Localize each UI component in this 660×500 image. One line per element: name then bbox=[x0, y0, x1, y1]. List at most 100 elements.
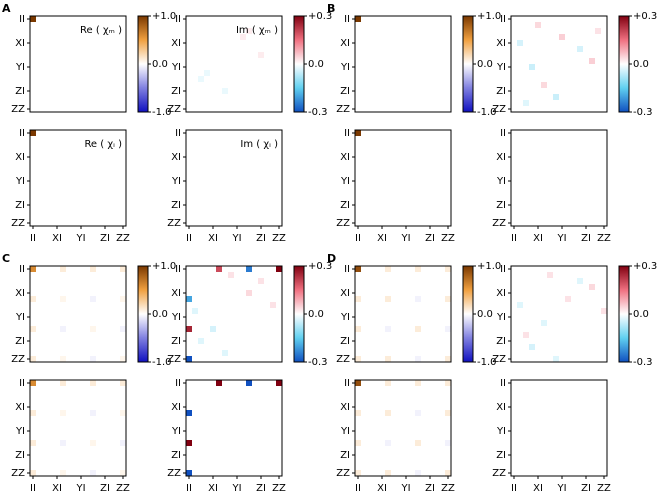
cell bbox=[276, 148, 283, 155]
cell bbox=[529, 392, 536, 399]
cell bbox=[571, 314, 578, 321]
cell bbox=[589, 356, 596, 363]
cell bbox=[409, 220, 416, 227]
x-tick-label: XI bbox=[533, 233, 543, 244]
cell bbox=[222, 410, 229, 417]
cell bbox=[529, 380, 536, 387]
cell bbox=[90, 130, 97, 137]
cell bbox=[553, 398, 560, 405]
cell bbox=[60, 440, 67, 447]
cell bbox=[445, 52, 452, 59]
cell bbox=[397, 410, 404, 417]
cell bbox=[240, 202, 247, 209]
cell bbox=[216, 308, 223, 315]
cell bbox=[415, 338, 422, 345]
cell bbox=[252, 88, 259, 95]
cell bbox=[222, 338, 229, 345]
cell bbox=[96, 296, 103, 303]
cell bbox=[535, 208, 542, 215]
cell bbox=[198, 172, 205, 179]
cell bbox=[78, 410, 85, 417]
cell bbox=[204, 290, 211, 297]
cell bbox=[246, 22, 253, 29]
cell bbox=[367, 332, 374, 339]
cell bbox=[216, 350, 223, 357]
cell bbox=[72, 284, 79, 291]
cell bbox=[276, 76, 283, 83]
cell bbox=[517, 290, 524, 297]
cell bbox=[246, 106, 253, 113]
cell bbox=[415, 452, 422, 459]
cell bbox=[517, 338, 524, 345]
cell bbox=[361, 416, 368, 423]
cell bbox=[547, 440, 554, 447]
cell bbox=[96, 284, 103, 291]
cell bbox=[565, 326, 572, 333]
colorbar bbox=[293, 15, 305, 113]
cell bbox=[523, 34, 530, 41]
cell bbox=[421, 100, 428, 107]
cell bbox=[595, 344, 602, 351]
cell bbox=[595, 202, 602, 209]
cell bbox=[192, 308, 199, 315]
cell bbox=[36, 470, 43, 477]
cell bbox=[228, 76, 235, 83]
cell bbox=[415, 464, 422, 471]
cell bbox=[427, 296, 434, 303]
cell bbox=[258, 302, 265, 309]
cell bbox=[517, 458, 524, 465]
cell bbox=[385, 220, 392, 227]
cell bbox=[72, 470, 79, 477]
cell bbox=[529, 88, 536, 95]
cell bbox=[228, 22, 235, 29]
cell bbox=[42, 434, 49, 441]
cell bbox=[409, 52, 416, 59]
cell bbox=[589, 458, 596, 465]
cell bbox=[246, 398, 253, 405]
cell bbox=[264, 452, 271, 459]
cell bbox=[403, 106, 410, 113]
cell bbox=[379, 196, 386, 203]
cell bbox=[102, 266, 109, 273]
cell bbox=[547, 172, 554, 179]
cell bbox=[270, 320, 277, 327]
cell bbox=[391, 166, 398, 173]
cell bbox=[355, 76, 362, 83]
cell bbox=[54, 452, 61, 459]
cell bbox=[246, 130, 253, 137]
cell bbox=[234, 136, 241, 143]
cell bbox=[373, 184, 380, 191]
cell bbox=[186, 208, 193, 215]
cell bbox=[90, 338, 97, 345]
cell bbox=[192, 278, 199, 285]
cell bbox=[409, 266, 416, 273]
cell bbox=[409, 172, 416, 179]
cell bbox=[571, 386, 578, 393]
cell bbox=[367, 52, 374, 59]
cell bbox=[90, 416, 97, 423]
cell bbox=[48, 94, 55, 101]
cell bbox=[523, 410, 530, 417]
y-tick-label: ZZ bbox=[336, 468, 350, 479]
cell bbox=[108, 278, 115, 285]
y-tick-label: XI bbox=[171, 402, 181, 413]
cell bbox=[192, 410, 199, 417]
cell bbox=[547, 326, 554, 333]
cell bbox=[433, 148, 440, 155]
cell bbox=[42, 326, 49, 333]
cell bbox=[517, 326, 524, 333]
cell bbox=[445, 320, 452, 327]
cell bbox=[270, 52, 277, 59]
cell bbox=[192, 440, 199, 447]
cell bbox=[403, 220, 410, 227]
cell bbox=[523, 380, 530, 387]
cell bbox=[583, 470, 590, 477]
cell bbox=[595, 404, 602, 411]
cell bbox=[72, 386, 79, 393]
cell bbox=[439, 350, 446, 357]
cell bbox=[415, 202, 422, 209]
cell bbox=[553, 70, 560, 77]
cell bbox=[547, 214, 554, 221]
cell bbox=[571, 464, 578, 471]
cell bbox=[84, 166, 91, 173]
